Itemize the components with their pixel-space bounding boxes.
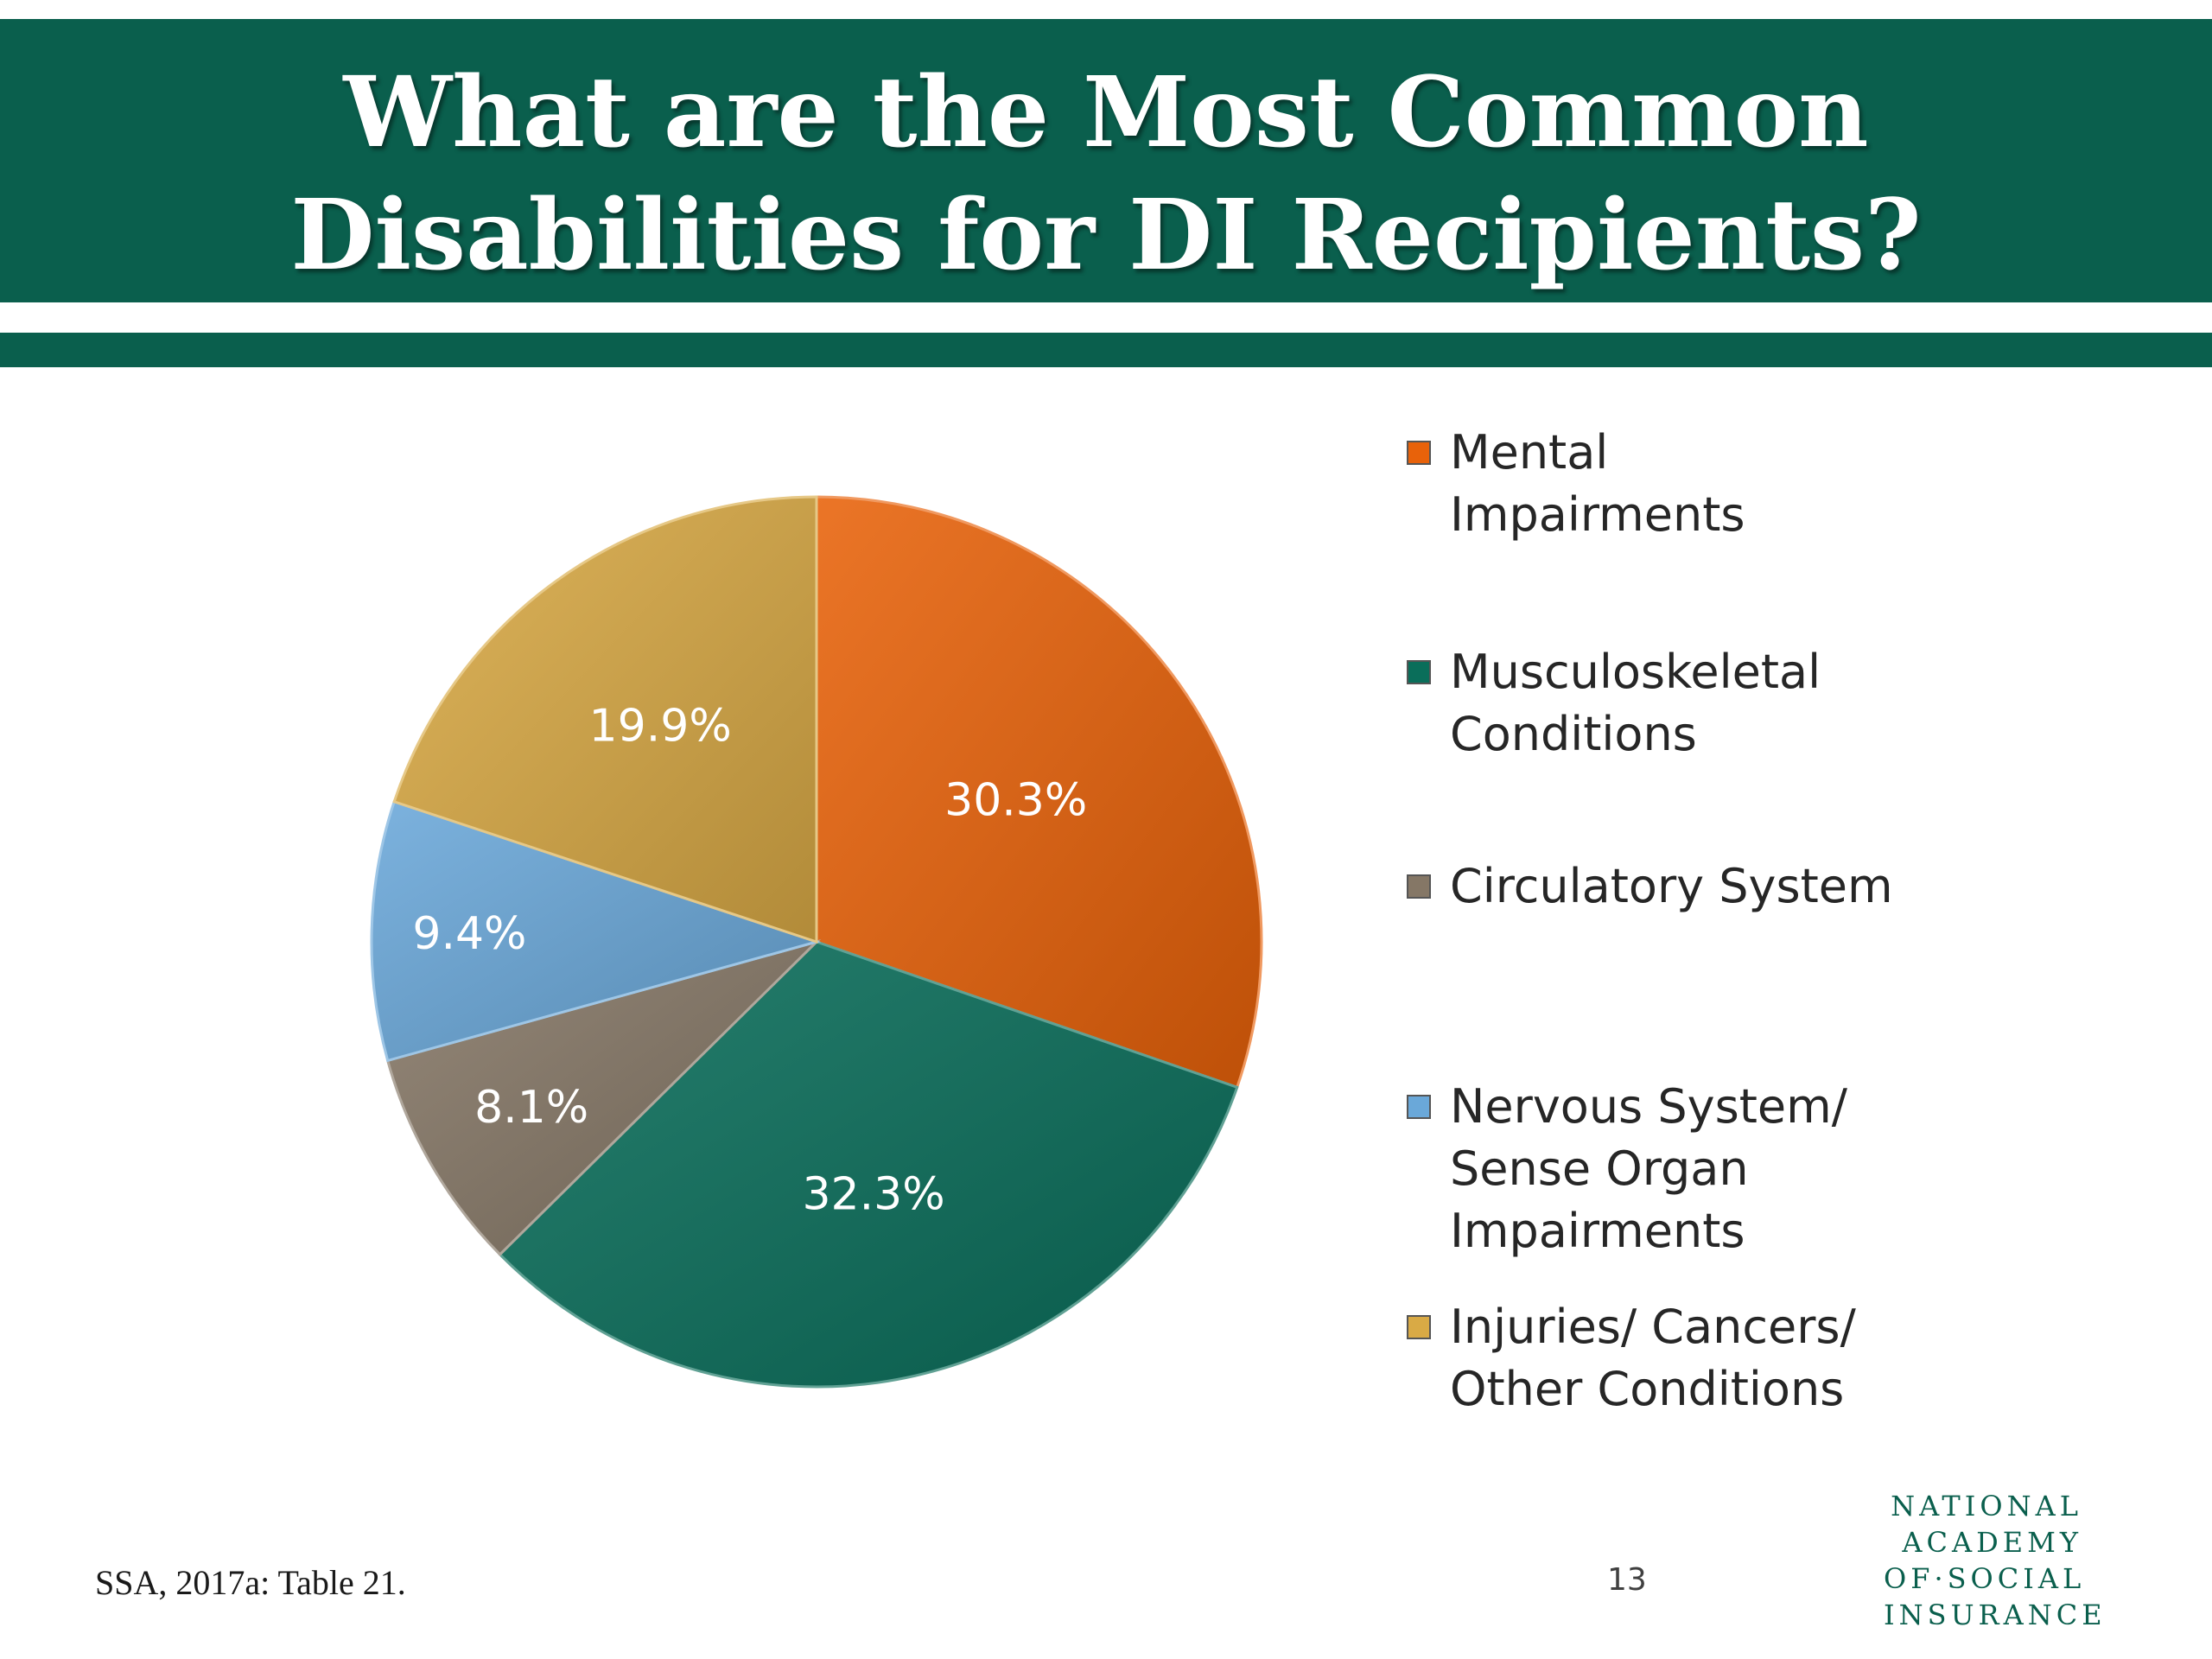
page-number: 13 (1607, 1562, 1647, 1598)
legend-swatch-injuries (1407, 1315, 1431, 1339)
pie-slice-nervous (370, 799, 822, 1063)
legend-label-injuries-line-2: Other Conditions (1450, 1362, 1845, 1416)
legend-swatch-mental (1407, 441, 1431, 465)
slide-title-line-2: Disabilities for DI Recipients? (290, 179, 1922, 292)
pie-slice-injuries (392, 495, 818, 944)
legend-label-nervous-line-3: Impairments (1450, 1204, 1745, 1258)
title-stripe (0, 333, 2212, 367)
logo-line-1: NATIONAL (1891, 1490, 2082, 1522)
legend-swatch-nervous (1407, 1095, 1431, 1119)
pie-slice-circulatory (385, 939, 822, 1256)
legend-label-musculoskeletal-line-1: Musculoskeletal (1450, 645, 1821, 699)
source-note: SSA, 2017a: Table 21. (95, 1563, 406, 1602)
pie-slice-musculoskeletal (498, 940, 1239, 1389)
pie-label-mental: 30.3% (944, 775, 1087, 827)
legend-swatch-circulatory (1407, 874, 1431, 899)
pie-slice-mental (815, 495, 1263, 1090)
legend-label-nervous-line-1: Nervous System/ (1450, 1079, 1847, 1134)
slide-title-line-1: What are the Most Common (343, 56, 1869, 169)
slide-title: What are the Most Common Disabilities fo… (0, 52, 2212, 297)
pie-label-musculoskeletal: 32.3% (802, 1168, 944, 1220)
title-band (0, 19, 2212, 302)
logo-line-3: OF·SOCIAL (1884, 1562, 2086, 1595)
legend-label-mental-line-1: Mental (1450, 425, 1609, 480)
legend-label-mental-line-2: Impairments (1450, 487, 1745, 542)
pie-label-nervous: 9.4% (412, 908, 526, 960)
legend-label-injuries-line-1: Injuries/ Cancers/ (1450, 1300, 1856, 1354)
pie-label-injuries: 19.9% (589, 700, 732, 752)
legend-label-circulatory: Circulatory System (1450, 859, 1893, 913)
logo-line-4: INSURANCE (1884, 1599, 2107, 1631)
pie-label-circulatory: 8.1% (474, 1082, 588, 1134)
legend-label-nervous-line-2: Sense Organ (1450, 1141, 1749, 1196)
legend-label-musculoskeletal-line-2: Conditions (1450, 707, 1697, 761)
logo-line-2: ACADEMY (1902, 1526, 2082, 1559)
nasi-logo: NATIONAL ACADEMY OF·SOCIAL INSURANCE (1884, 1488, 2107, 1633)
legend-swatch-musculoskeletal (1407, 660, 1431, 684)
